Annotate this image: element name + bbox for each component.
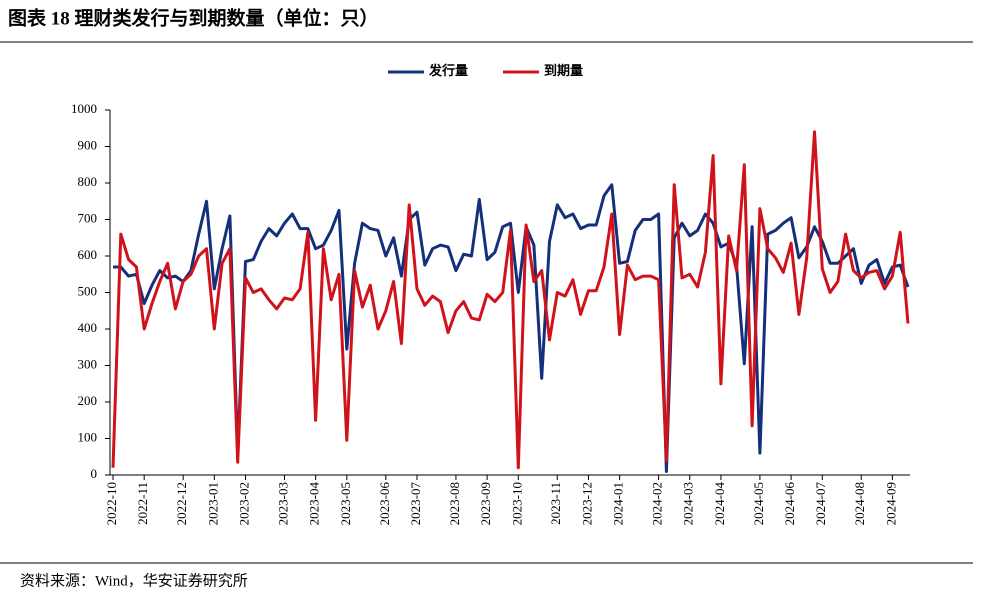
y-tick-label: 600 xyxy=(78,247,98,262)
y-tick-label: 400 xyxy=(78,320,98,335)
y-tick-label: 700 xyxy=(78,210,98,225)
y-tick-label: 100 xyxy=(78,429,98,444)
x-tick-label: 2022-11 xyxy=(135,482,150,525)
x-tick-label: 2023-07 xyxy=(408,482,423,526)
x-tick-label: 2023-02 xyxy=(236,482,251,525)
y-tick-label: 900 xyxy=(78,137,98,152)
x-tick-label: 2024-09 xyxy=(883,482,898,525)
x-tick-label: 2023-08 xyxy=(447,482,462,525)
y-tick-label: 800 xyxy=(78,174,98,189)
chart-title: 图表 18 理财类发行与到期数量（单位：只） xyxy=(8,6,379,29)
x-tick-label: 2023-04 xyxy=(307,482,322,526)
x-tick-label: 2022-10 xyxy=(104,482,119,525)
y-tick-label: 500 xyxy=(78,283,98,298)
y-tick-label: 300 xyxy=(78,356,98,371)
x-tick-label: 2024-03 xyxy=(681,482,696,525)
x-tick-label: 2024-04 xyxy=(712,482,727,526)
x-tick-label: 2023-10 xyxy=(509,482,524,525)
x-tick-label: 2024-07 xyxy=(813,482,828,526)
x-tick-label: 2024-02 xyxy=(650,482,665,525)
series-line xyxy=(113,183,910,473)
x-tick-label: 2024-06 xyxy=(782,482,797,526)
source: 资料来源：Wind，华安证券研究所 xyxy=(20,572,248,589)
x-tick-label: 2024-05 xyxy=(751,482,766,525)
x-tick-label: 2022-12 xyxy=(174,482,189,525)
x-tick-label: 2024-08 xyxy=(852,482,867,525)
series-line xyxy=(111,130,910,470)
y-tick-label: 0 xyxy=(91,466,98,481)
x-tick-label: 2023-06 xyxy=(377,482,392,526)
legend-label: 发行量 xyxy=(428,63,468,78)
x-tick-label: 2023-03 xyxy=(275,482,290,525)
y-tick-label: 200 xyxy=(78,393,98,408)
x-tick-label: 2023-11 xyxy=(548,482,563,525)
legend-label: 到期量 xyxy=(544,63,583,78)
y-tick-label: 1000 xyxy=(71,101,97,116)
x-tick-label: 2023-05 xyxy=(338,482,353,525)
x-tick-label: 2023-01 xyxy=(205,482,220,525)
x-tick-label: 2024-01 xyxy=(611,482,626,525)
x-tick-label: 2023-09 xyxy=(478,482,493,525)
x-tick-label: 2023-12 xyxy=(579,482,594,525)
